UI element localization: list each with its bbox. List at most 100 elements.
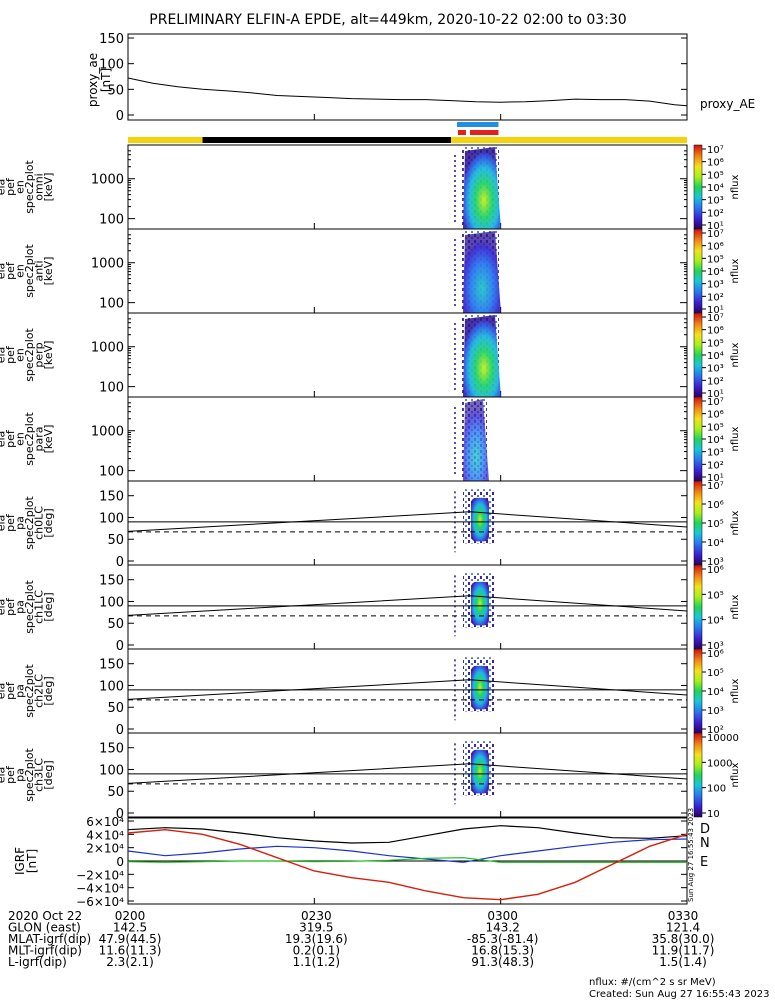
colorbar-tick-label: 10⁴ [707,351,724,362]
proxy-ae-ylabel: proxy_ae[nT] [86,53,113,107]
ylabel-line: en [14,180,27,194]
grf-legend-N: N [700,836,710,851]
energy-panel-colorbar [693,228,703,314]
ylabel-line: [keV] [42,173,55,202]
ylabel-line: pef [4,765,17,784]
pitch-panel-colorbar [693,732,703,818]
orbit-sunlight-segment [128,137,203,143]
ytick-label: 1000 [91,425,124,440]
proxy-ae-legend: proxy_AE [700,97,755,111]
grf-ytick-label: 2×10⁴ [86,842,124,856]
spectrogram-flux [462,399,489,481]
ae-ytick-label: 150 [99,32,124,47]
ylabel-line: [keV] [42,425,55,454]
ylabel-line: ch2LC [33,674,46,708]
colorbar-tick-label: 10⁷ [707,229,724,240]
colorbar-tick-label: 10⁶ [707,410,724,421]
grf-ytick-label: 6×10⁴ [86,815,124,829]
colorbar-tick-label: 10² [707,292,724,303]
colorbar-tick-label: 10⁷ [707,397,724,408]
ytick-label: 150 [99,490,124,505]
ylabel-line: pef [4,597,17,616]
ylabel-line: pef [4,345,17,364]
pitch-panel-ylabel: elapefpaspec2plotch3LC[deg] [0,748,55,802]
colorbar-tick-label: 10² [707,376,724,387]
proxy-ae-frame [127,33,688,121]
grf-total-line [127,825,688,844]
ylabel-line: [keV] [42,341,55,370]
ylabel-line: [deg] [42,760,55,789]
ylabel-line: ela [0,683,8,700]
colorbar-tick-label: 10⁵ [707,338,724,349]
ytick-label: 1000 [91,257,124,272]
ephemeris-value: 143.2 [485,921,519,935]
spectrogram-flux [470,665,489,710]
ylabel-line: en [14,432,27,446]
colorbar-tick-label: 10⁵ [707,668,724,679]
colorbar-tick-label: 10³ [707,280,724,291]
science-zone-red-marker [457,130,466,135]
ylabel-line: omni [33,173,46,200]
spectrogram-flux [462,147,501,229]
colorbar-tick-label: 10 [707,809,720,820]
colorbar-tick-label: 10³ [707,364,724,375]
colorbar-tick-label: 10¹ [707,305,724,316]
colorbar-label: nflux [730,342,741,367]
ephemeris-value: 11.6(11.3) [99,944,162,958]
colorbar-tick-label: 10³ [707,641,724,652]
ylabel-line: en [14,264,27,278]
ytick-label: 0 [116,807,124,822]
ylabel-line: ela [0,263,8,280]
ylabel-line: pa [14,768,27,782]
science-zone-red-marker [469,130,499,135]
ytick-label: 100 [99,511,124,526]
ylabel-line: pa [14,516,27,530]
colorbar-tick-label: 10¹ [707,221,724,232]
panel-frame [127,312,688,398]
colorbar-label: nflux [730,762,741,787]
pitch-panel-ch0LC: 0 50 100 150 10³ 10⁴ 10⁵ 10⁶ 10⁷ nflux elapefpaspe… [0,480,741,570]
colorbar-tick-label: 1000 [707,758,732,769]
panel-frame [127,732,688,818]
ylabel-line: pef [4,429,17,448]
ephemeris-value: 35.8(30.0) [652,932,715,946]
colorbar-label: nflux [730,426,741,451]
colorbar-tick-label: 10⁵ [707,519,724,530]
colorbar-tick-label: 10⁵ [707,590,724,601]
ylabel-line: pef [4,513,17,532]
energy-panel-ylabel: elapefenspec2plotanti[keV] [0,244,55,298]
ylabel-line: spec2plot [23,412,36,466]
ae-ytick-label: 100 [99,58,124,73]
panel-frame [127,144,688,230]
colorbar-tick-label: 10³ [707,196,724,207]
ephemeris-row-label: GLON (east) [8,921,81,935]
ylabel-line: ch3LC [33,758,46,792]
ephemeris-value: 1.1(1.2) [293,955,341,969]
pitch-panel-colorbar [693,564,703,650]
colorbar-tick-label: 10000 [707,733,739,744]
proxy-ae-xticks [127,114,688,120]
ae-ytick-label: 0 [116,109,124,124]
ytick-label: 1000 [91,173,124,188]
ephemeris-row-label: L-igrf(dip) [8,955,67,969]
ephemeris-row-label: 2020 Oct 22 [8,909,82,923]
ylabel-line: [keV] [42,257,55,286]
colorbar-tick-label: 10⁶ [707,326,724,337]
grf-legend-D: D [700,822,710,837]
colorbar-tick-label: 10¹ [707,473,724,484]
colorbar-tick-label: 10⁴ [707,616,724,627]
pitch-panel-ch2LC: 0 50 100 150 10² 10³ 10⁴ 10⁵ 10⁶ nflux elapefpaspe… [0,648,741,738]
ytick-label: 100 [99,213,124,228]
panel-frame [127,564,688,650]
ephemeris-row-label: MLAT-igrf(dip) [8,932,91,946]
spectrogram-flux [470,749,489,794]
orbit-shadow-segment [202,137,451,143]
ylabel-line: perp [33,342,46,367]
created-note: Created: Sun Aug 27 16:55:43 2023 [589,989,769,1000]
pitch-panel-ch1LC: 0 50 100 150 10³ 10⁴ 10⁵ 10⁶ nflux elapefpaspec2p… [0,564,741,654]
